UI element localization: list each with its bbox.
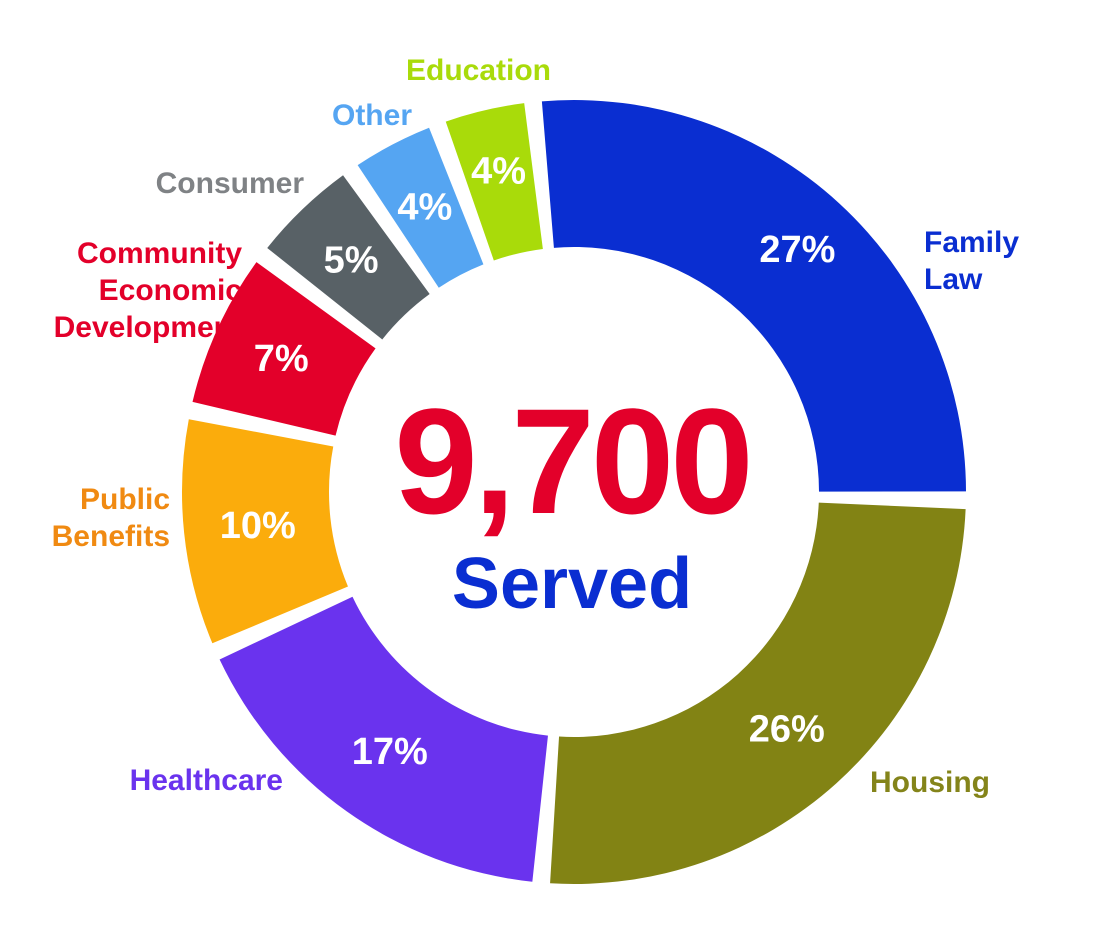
donut-slice xyxy=(541,100,966,492)
chart-category-labels: Family Law Housing Healthcare Public Benefits… xyxy=(52,54,1020,799)
donut-slice xyxy=(550,502,966,884)
donut-slice xyxy=(267,175,430,340)
slice-percent-label: 17% xyxy=(352,731,428,773)
slice-category-label: Education xyxy=(406,54,551,87)
slice-category-label: Healthcare xyxy=(130,764,283,797)
donut-slice xyxy=(192,262,376,436)
slice-percent-label: 4% xyxy=(471,151,526,193)
chart-percent-labels: 27% 26% 17% 10% 7% 5% 4% 4% xyxy=(220,151,836,773)
donut-slice xyxy=(357,127,484,288)
slice-percent-label: 10% xyxy=(220,505,296,547)
slice-category-label: Consumer xyxy=(156,167,305,200)
donut-slice xyxy=(219,596,548,882)
slice-category-label: Other xyxy=(332,99,412,132)
slice-percent-label: 26% xyxy=(749,708,825,750)
donut-slice xyxy=(182,419,348,644)
chart-slices xyxy=(182,100,966,884)
slice-percent-label: 7% xyxy=(254,338,309,380)
slice-percent-label: 4% xyxy=(397,187,452,229)
slice-category-label: Public Benefits xyxy=(52,483,170,553)
center-total-label: Served xyxy=(452,544,692,624)
donut-slice xyxy=(445,103,543,261)
slice-category-label: Housing xyxy=(870,766,990,799)
center-total-value: 9,700 xyxy=(394,377,749,545)
slice-percent-label: 5% xyxy=(324,240,379,282)
slice-percent-label: 27% xyxy=(759,229,835,271)
slice-category-label: Community Economic Development xyxy=(54,237,243,344)
slice-category-label: Family Law xyxy=(924,226,1019,296)
